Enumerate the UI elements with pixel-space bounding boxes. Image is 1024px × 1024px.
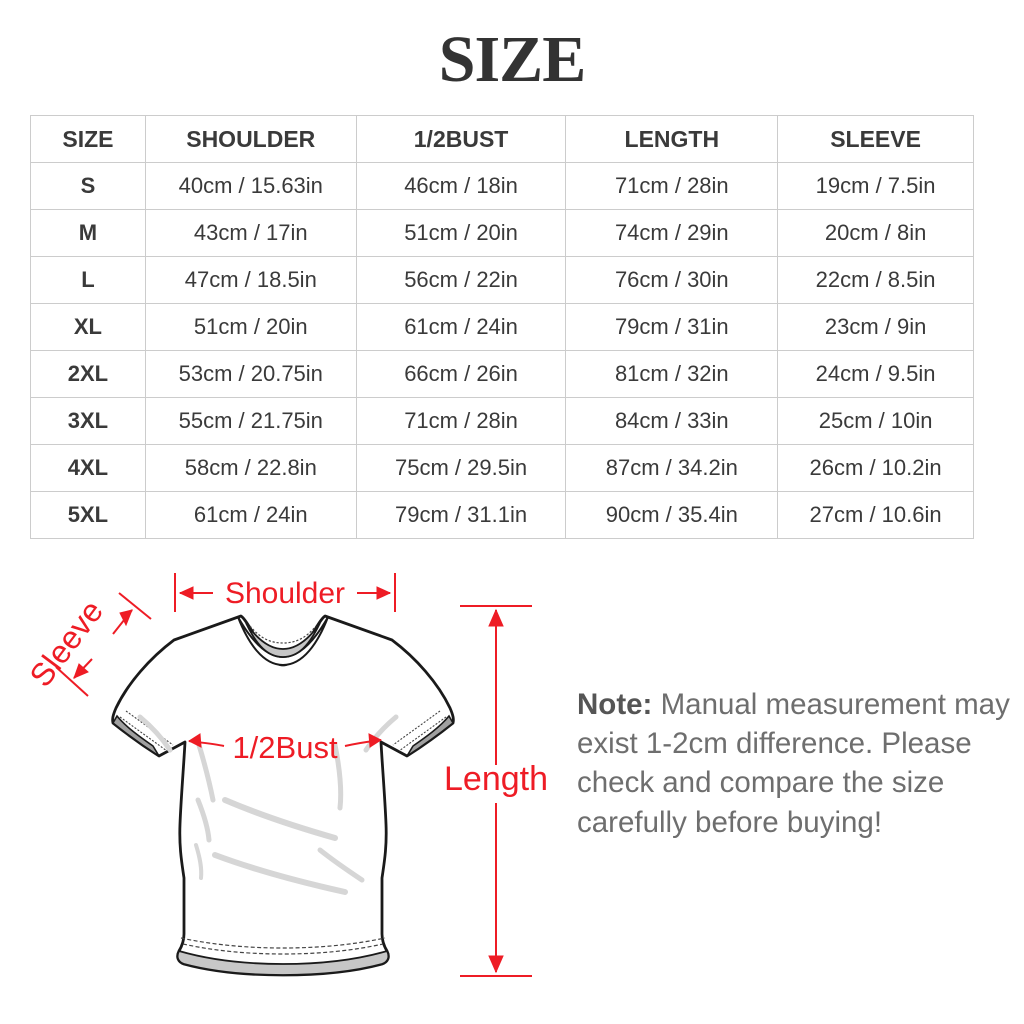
svg-text:Length: Length: [444, 760, 548, 798]
svg-text:Sleeve: Sleeve: [22, 593, 110, 693]
svg-text:Shoulder: Shoulder: [225, 577, 345, 610]
svg-text:1/2Bust: 1/2Bust: [232, 730, 338, 765]
